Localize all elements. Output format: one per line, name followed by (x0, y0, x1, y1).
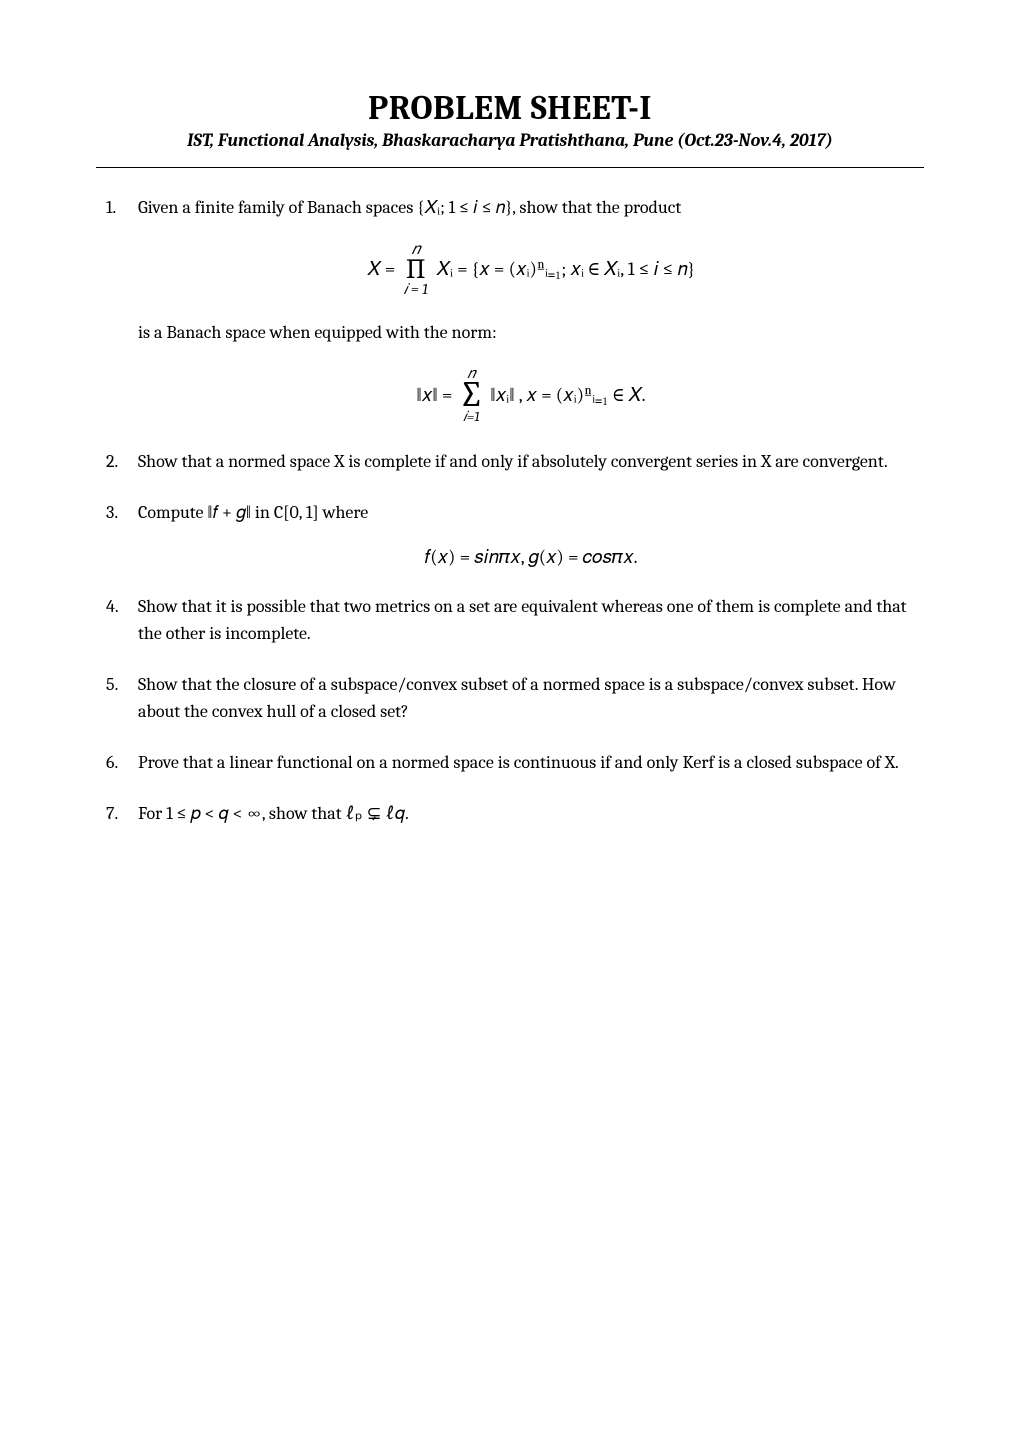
problem-3-display: 𝑓(𝑥) = 𝑠𝑖𝑛𝜋𝑥, 𝑔(𝑥) = 𝑐𝑜𝑠𝜋𝑥. (138, 546, 924, 569)
problem-1: Given a finite family of Banach spaces {… (96, 194, 924, 424)
product-symbol: 𝑛 ∏ 𝑖 = 1 (404, 241, 428, 297)
problem-1-mid: is a Banach space when equipped with the… (138, 322, 497, 343)
header-divider (96, 167, 924, 168)
problem-2-text: Show that a normed space X is complete i… (138, 451, 888, 472)
eq2-rhs: ‖𝑥ᵢ‖ , 𝑥 = (𝑥ᵢ)ⁿᵢ₌₁ ∈ 𝑋. (490, 384, 645, 407)
problem-4: Show that it is possible that two metric… (96, 593, 924, 647)
problem-1-display-1: 𝑋 = 𝑛 ∏ 𝑖 = 1 𝑋ᵢ = {𝑥 = (𝑥ᵢ)ⁿᵢ₌₁; 𝑥ᵢ ∈ 𝑋… (138, 241, 924, 297)
problem-list: Given a finite family of Banach spaces {… (96, 194, 924, 827)
problem-2: Show that a normed space X is complete i… (96, 448, 924, 475)
problem-5-text: Show that the closure of a subspace/conv… (138, 674, 896, 722)
page-subtitle: IST, Functional Analysis, Bhaskaracharya… (96, 130, 924, 151)
problem-7-text: For 1 ≤ 𝑝 < 𝑞 < ∞, show that ℓₚ ⊊ ℓ𝑞. (138, 803, 409, 824)
eq2-lhs: ‖𝑥‖ = (416, 384, 452, 407)
eq1-rhs: 𝑋ᵢ = {𝑥 = (𝑥ᵢ)ⁿᵢ₌₁; 𝑥ᵢ ∈ 𝑋ᵢ, 1 ≤ 𝑖 ≤ 𝑛} (436, 258, 695, 281)
page-title: PROBLEM SHEET-I (96, 88, 924, 128)
eq1-lhs: 𝑋 = (367, 258, 395, 281)
eq3: 𝑓(𝑥) = 𝑠𝑖𝑛𝜋𝑥, 𝑔(𝑥) = 𝑐𝑜𝑠𝜋𝑥. (424, 546, 637, 568)
product-lower: 𝑖 = 1 (404, 282, 428, 297)
problem-6: Prove that a linear functional on a norm… (96, 749, 924, 776)
problem-5: Show that the closure of a subspace/conv… (96, 671, 924, 725)
problem-4-text: Show that it is possible that two metric… (138, 596, 907, 644)
problem-3: Compute ‖𝑓 + 𝑔‖ in C[0, 1] where 𝑓(𝑥) = … (96, 499, 924, 569)
product-glyph: ∏ (404, 257, 428, 282)
problem-3-intro: Compute ‖𝑓 + 𝑔‖ in C[0, 1] where (138, 502, 368, 523)
problem-7: For 1 ≤ 𝑝 < 𝑞 < ∞, show that ℓₚ ⊊ ℓ𝑞. (96, 800, 924, 827)
problem-1-display-2: ‖𝑥‖ = 𝑛 ∑ 𝑖=1 ‖𝑥ᵢ‖ , 𝑥 = (𝑥ᵢ)ⁿᵢ₌₁ ∈ 𝑋. (138, 366, 924, 424)
sum-symbol: 𝑛 ∑ 𝑖=1 (459, 366, 485, 424)
problem-6-text: Prove that a linear functional on a norm… (138, 752, 899, 773)
problem-1-intro: Given a finite family of Banach spaces {… (138, 197, 681, 218)
sum-glyph: ∑ (459, 381, 485, 410)
